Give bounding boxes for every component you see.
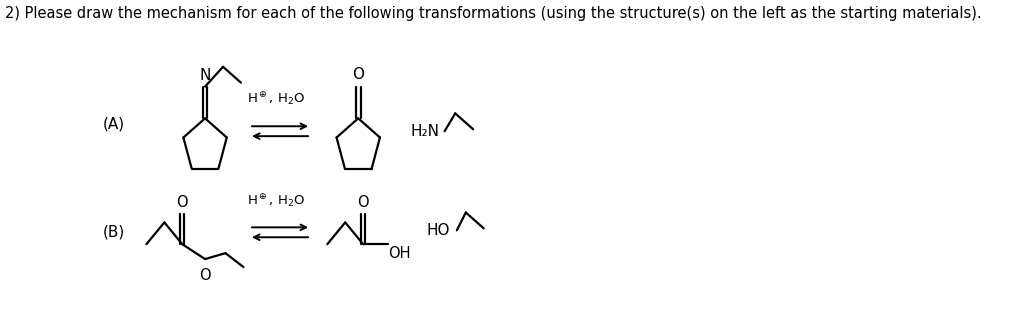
Text: O: O [352,67,365,82]
Text: H₂N: H₂N [411,124,439,139]
Text: O: O [357,194,369,210]
Text: (A): (A) [102,117,125,132]
Text: OH: OH [388,246,411,261]
Text: N: N [200,68,211,83]
Text: H$^\oplus$, H$_2$O: H$^\oplus$, H$_2$O [247,193,305,210]
Text: O: O [200,268,211,283]
Text: HO: HO [427,223,451,238]
Text: 2) Please draw the mechanism for each of the following transformations (using th: 2) Please draw the mechanism for each of… [5,6,982,21]
Text: O: O [176,194,188,210]
Text: H$^\oplus$, H$_2$O: H$^\oplus$, H$_2$O [247,91,305,109]
Text: (B): (B) [102,225,125,240]
